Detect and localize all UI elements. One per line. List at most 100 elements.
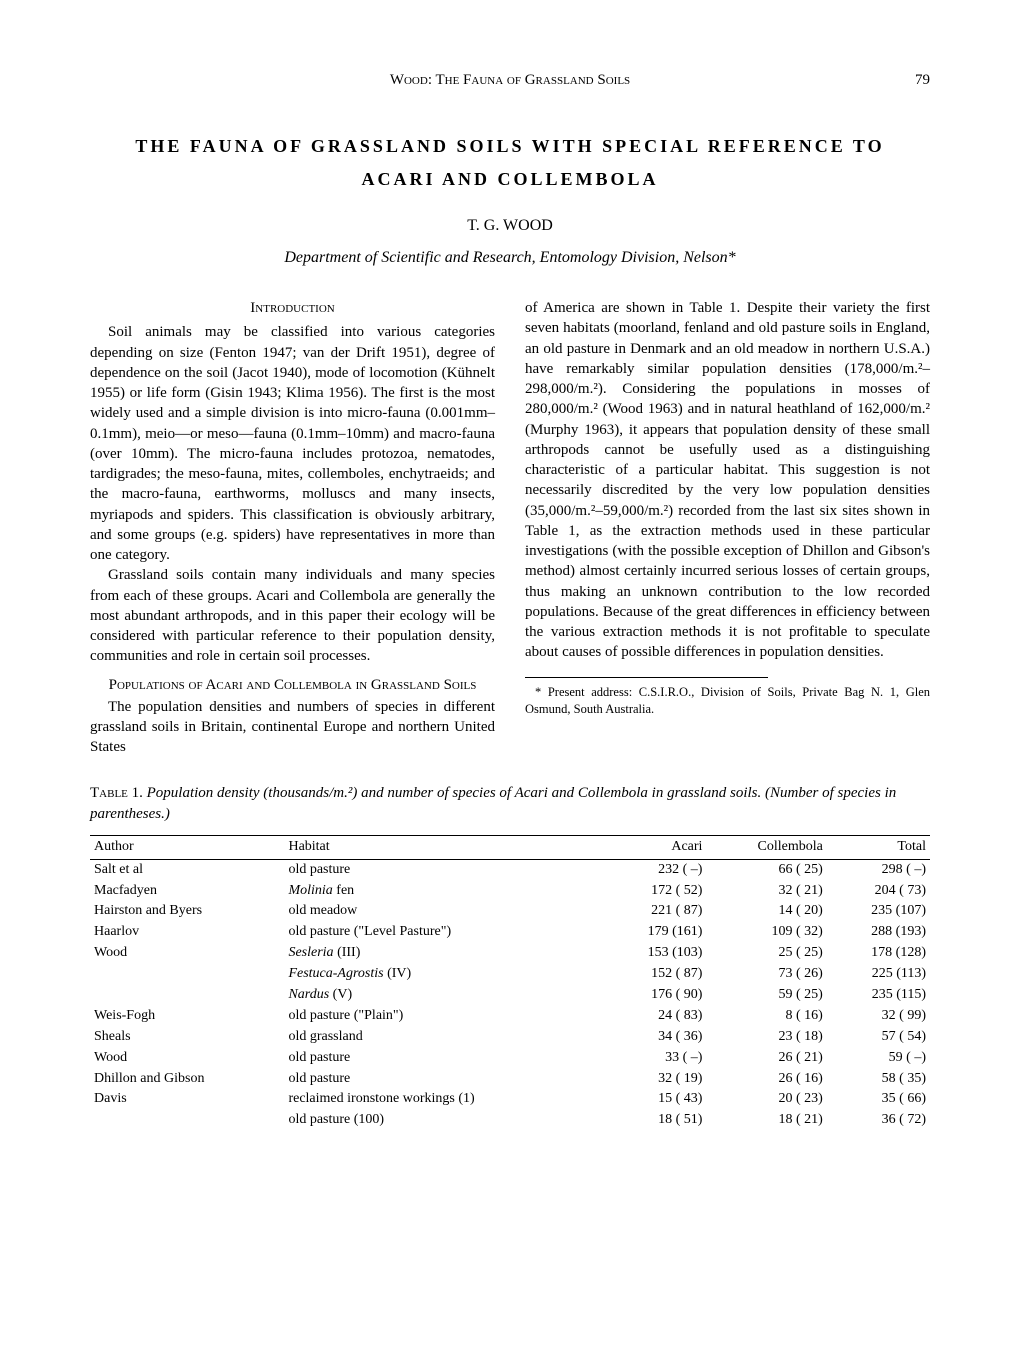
table-row: Salt et alold pasture232 ( –) 66 ( 25)29… (90, 859, 930, 880)
column-right: of America are shown in Table 1. Despite… (525, 298, 930, 758)
populations-paragraph-1: The population densities and numbers of … (90, 697, 495, 758)
cell-total: 204 ( 73) (827, 881, 930, 902)
cell-author: Davis (90, 1089, 284, 1110)
cell-total: 235 (115) (827, 985, 930, 1006)
cell-acari: 15 ( 43) (603, 1089, 706, 1110)
cell-total: 59 ( –) (827, 1048, 930, 1069)
cell-collembola: 66 ( 25) (706, 859, 826, 880)
cell-total: 58 ( 35) (827, 1069, 930, 1090)
table-row: Weis-Foghold pasture ("Plain") 24 ( 83) … (90, 1006, 930, 1027)
table-label: Table 1. (90, 785, 143, 801)
col-author: Author (90, 835, 284, 859)
cell-total: 35 ( 66) (827, 1089, 930, 1110)
cell-collembola: 73 ( 26) (706, 964, 826, 985)
cell-habitat: Molinia fen (284, 881, 603, 902)
cell-acari: 24 ( 83) (603, 1006, 706, 1027)
cell-collembola: 26 ( 21) (706, 1048, 826, 1069)
footnote-text: * Present address: C.S.I.R.O., Division … (525, 684, 930, 718)
cell-acari: 153 (103) (603, 943, 706, 964)
table-row: Woodold pasture 33 ( –) 26 ( 21) 59 ( –) (90, 1048, 930, 1069)
cell-author: Dhillon and Gibson (90, 1069, 284, 1090)
cell-habitat: Nardus (V) (284, 985, 603, 1006)
table-row: Nardus (V)176 ( 90) 59 ( 25)235 (115) (90, 985, 930, 1006)
cell-habitat: old meadow (284, 901, 603, 922)
cell-total: 235 (107) (827, 901, 930, 922)
cell-acari: 33 ( –) (603, 1048, 706, 1069)
cell-collembola: 25 ( 25) (706, 943, 826, 964)
cell-total: 288 (193) (827, 922, 930, 943)
page-number: 79 (915, 70, 930, 90)
cell-acari: 172 ( 52) (603, 881, 706, 902)
cell-collembola: 26 ( 16) (706, 1069, 826, 1090)
cell-collembola: 23 ( 18) (706, 1027, 826, 1048)
table-row: Davisreclaimed ironstone workings (1) 15… (90, 1089, 930, 1110)
cell-collembola: 20 ( 23) (706, 1089, 826, 1110)
col-total: Total (827, 835, 930, 859)
col-collembola: Collembola (706, 835, 826, 859)
table-row: Festuca-Agrostis (IV)152 ( 87) 73 ( 26)2… (90, 964, 930, 985)
intro-paragraph-2: Grassland soils contain many individuals… (90, 565, 495, 666)
author-affiliation: Department of Scientific and Research, E… (90, 247, 930, 269)
cell-total: 32 ( 99) (827, 1006, 930, 1027)
table-header-row: Author Habitat Acari Collembola Total (90, 835, 930, 859)
running-header: Wood: The Fauna of Grassland Soils 79 (90, 70, 930, 90)
footnote-rule (525, 677, 768, 678)
cell-total: 298 ( –) (827, 859, 930, 880)
cell-author (90, 1110, 284, 1131)
cell-collembola: 18 ( 21) (706, 1110, 826, 1131)
cell-acari: 32 ( 19) (603, 1069, 706, 1090)
cell-total: 178 (128) (827, 943, 930, 964)
cell-author: Wood (90, 943, 284, 964)
table-row: MacfadyenMolinia fen172 ( 52) 32 ( 21)20… (90, 881, 930, 902)
intro-heading: Introduction (90, 298, 495, 318)
cell-acari: 221 ( 87) (603, 901, 706, 922)
cell-author (90, 964, 284, 985)
article-title: THE FAUNA OF GRASSLAND SOILS WITH SPECIA… (130, 130, 890, 195)
table-caption: Table 1. Population density (thousands/m… (90, 783, 930, 825)
author-name: T. G. WOOD (90, 215, 930, 237)
cell-habitat: old pasture (284, 1069, 603, 1090)
cell-collembola: 8 ( 16) (706, 1006, 826, 1027)
cell-total: 225 (113) (827, 964, 930, 985)
cell-author: Wood (90, 1048, 284, 1069)
cell-acari: 34 ( 36) (603, 1027, 706, 1048)
cell-acari: 232 ( –) (603, 859, 706, 880)
cell-habitat: old pasture ("Plain") (284, 1006, 603, 1027)
cell-collembola: 14 ( 20) (706, 901, 826, 922)
cell-habitat: reclaimed ironstone workings (1) (284, 1089, 603, 1110)
cell-habitat: old pasture (284, 1048, 603, 1069)
cell-author: Macfadyen (90, 881, 284, 902)
table-row: Haarlovold pasture ("Level Pasture")179 … (90, 922, 930, 943)
table-row: old pasture (100) 18 ( 51) 18 ( 21) 36 (… (90, 1110, 930, 1131)
population-table: Author Habitat Acari Collembola Total Sa… (90, 835, 930, 1131)
cell-author: Salt et al (90, 859, 284, 880)
cell-habitat: Festuca-Agrostis (IV) (284, 964, 603, 985)
cell-author (90, 985, 284, 1006)
populations-heading: Populations of Acari and Collembola in G… (90, 675, 495, 695)
body-columns: Introduction Soil animals may be classif… (90, 298, 930, 758)
column-right-paragraph-1: of America are shown in Table 1. Despite… (525, 298, 930, 663)
table-title: Population density (thousands/m.²) and n… (90, 785, 896, 822)
table-row: Dhillon and Gibsonold pasture 32 ( 19) 2… (90, 1069, 930, 1090)
cell-author: Sheals (90, 1027, 284, 1048)
cell-acari: 176 ( 90) (603, 985, 706, 1006)
cell-author: Weis-Fogh (90, 1006, 284, 1027)
cell-author: Hairston and Byers (90, 901, 284, 922)
cell-total: 36 ( 72) (827, 1110, 930, 1131)
column-left: Introduction Soil animals may be classif… (90, 298, 495, 758)
cell-habitat: old pasture (100) (284, 1110, 603, 1131)
cell-habitat: old pasture (284, 859, 603, 880)
table-row: Shealsold grassland 34 ( 36) 23 ( 18) 57… (90, 1027, 930, 1048)
cell-acari: 179 (161) (603, 922, 706, 943)
col-acari: Acari (603, 835, 706, 859)
table-row: Hairston and Byersold meadow221 ( 87) 14… (90, 901, 930, 922)
cell-collembola: 109 ( 32) (706, 922, 826, 943)
cell-author: Haarlov (90, 922, 284, 943)
running-header-text: Wood: The Fauna of Grassland Soils (390, 72, 630, 88)
table-row: WoodSesleria (III)153 (103) 25 ( 25)178 … (90, 943, 930, 964)
cell-habitat: old pasture ("Level Pasture") (284, 922, 603, 943)
intro-paragraph-1: Soil animals may be classified into vari… (90, 322, 495, 565)
cell-collembola: 32 ( 21) (706, 881, 826, 902)
cell-acari: 18 ( 51) (603, 1110, 706, 1131)
cell-total: 57 ( 54) (827, 1027, 930, 1048)
